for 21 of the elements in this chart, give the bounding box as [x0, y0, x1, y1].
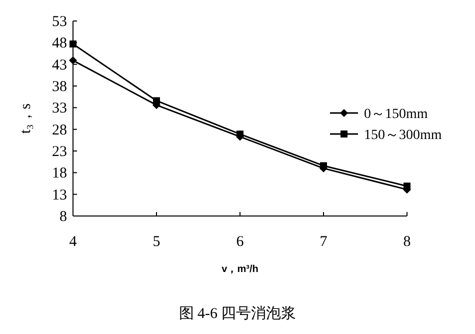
y-tick-label: 23 [52, 144, 67, 160]
x-axis-title: v，m³/h [222, 264, 258, 275]
y-tick-label: 13 [52, 187, 67, 204]
y-tick-label: 48 [52, 36, 67, 52]
text: 图 4-6 四号消泡浆 [178, 305, 296, 322]
y-tick-label: 18 [52, 166, 67, 182]
x-tick-label: 6 [236, 234, 244, 250]
x-tick-label: 5 [152, 234, 160, 250]
legend-label: 0～150mm [364, 107, 428, 122]
x-tick-label: 7 [320, 234, 328, 250]
y-tick-label: 28 [52, 122, 67, 138]
y-tick-label: 33 [52, 100, 67, 117]
point [69, 56, 77, 64]
x-tick-label: 4 [69, 234, 78, 250]
x-tick-label: 8 [403, 234, 411, 250]
y-tick-label: 8 [60, 209, 67, 225]
y-axis-title: t₃，s [18, 103, 34, 134]
legend-label: 150～300mm [364, 128, 442, 143]
y-tick-label: 43 [52, 57, 67, 74]
y-tick-label: 53 [52, 14, 67, 30]
y-tick-label: 38 [52, 79, 67, 95]
